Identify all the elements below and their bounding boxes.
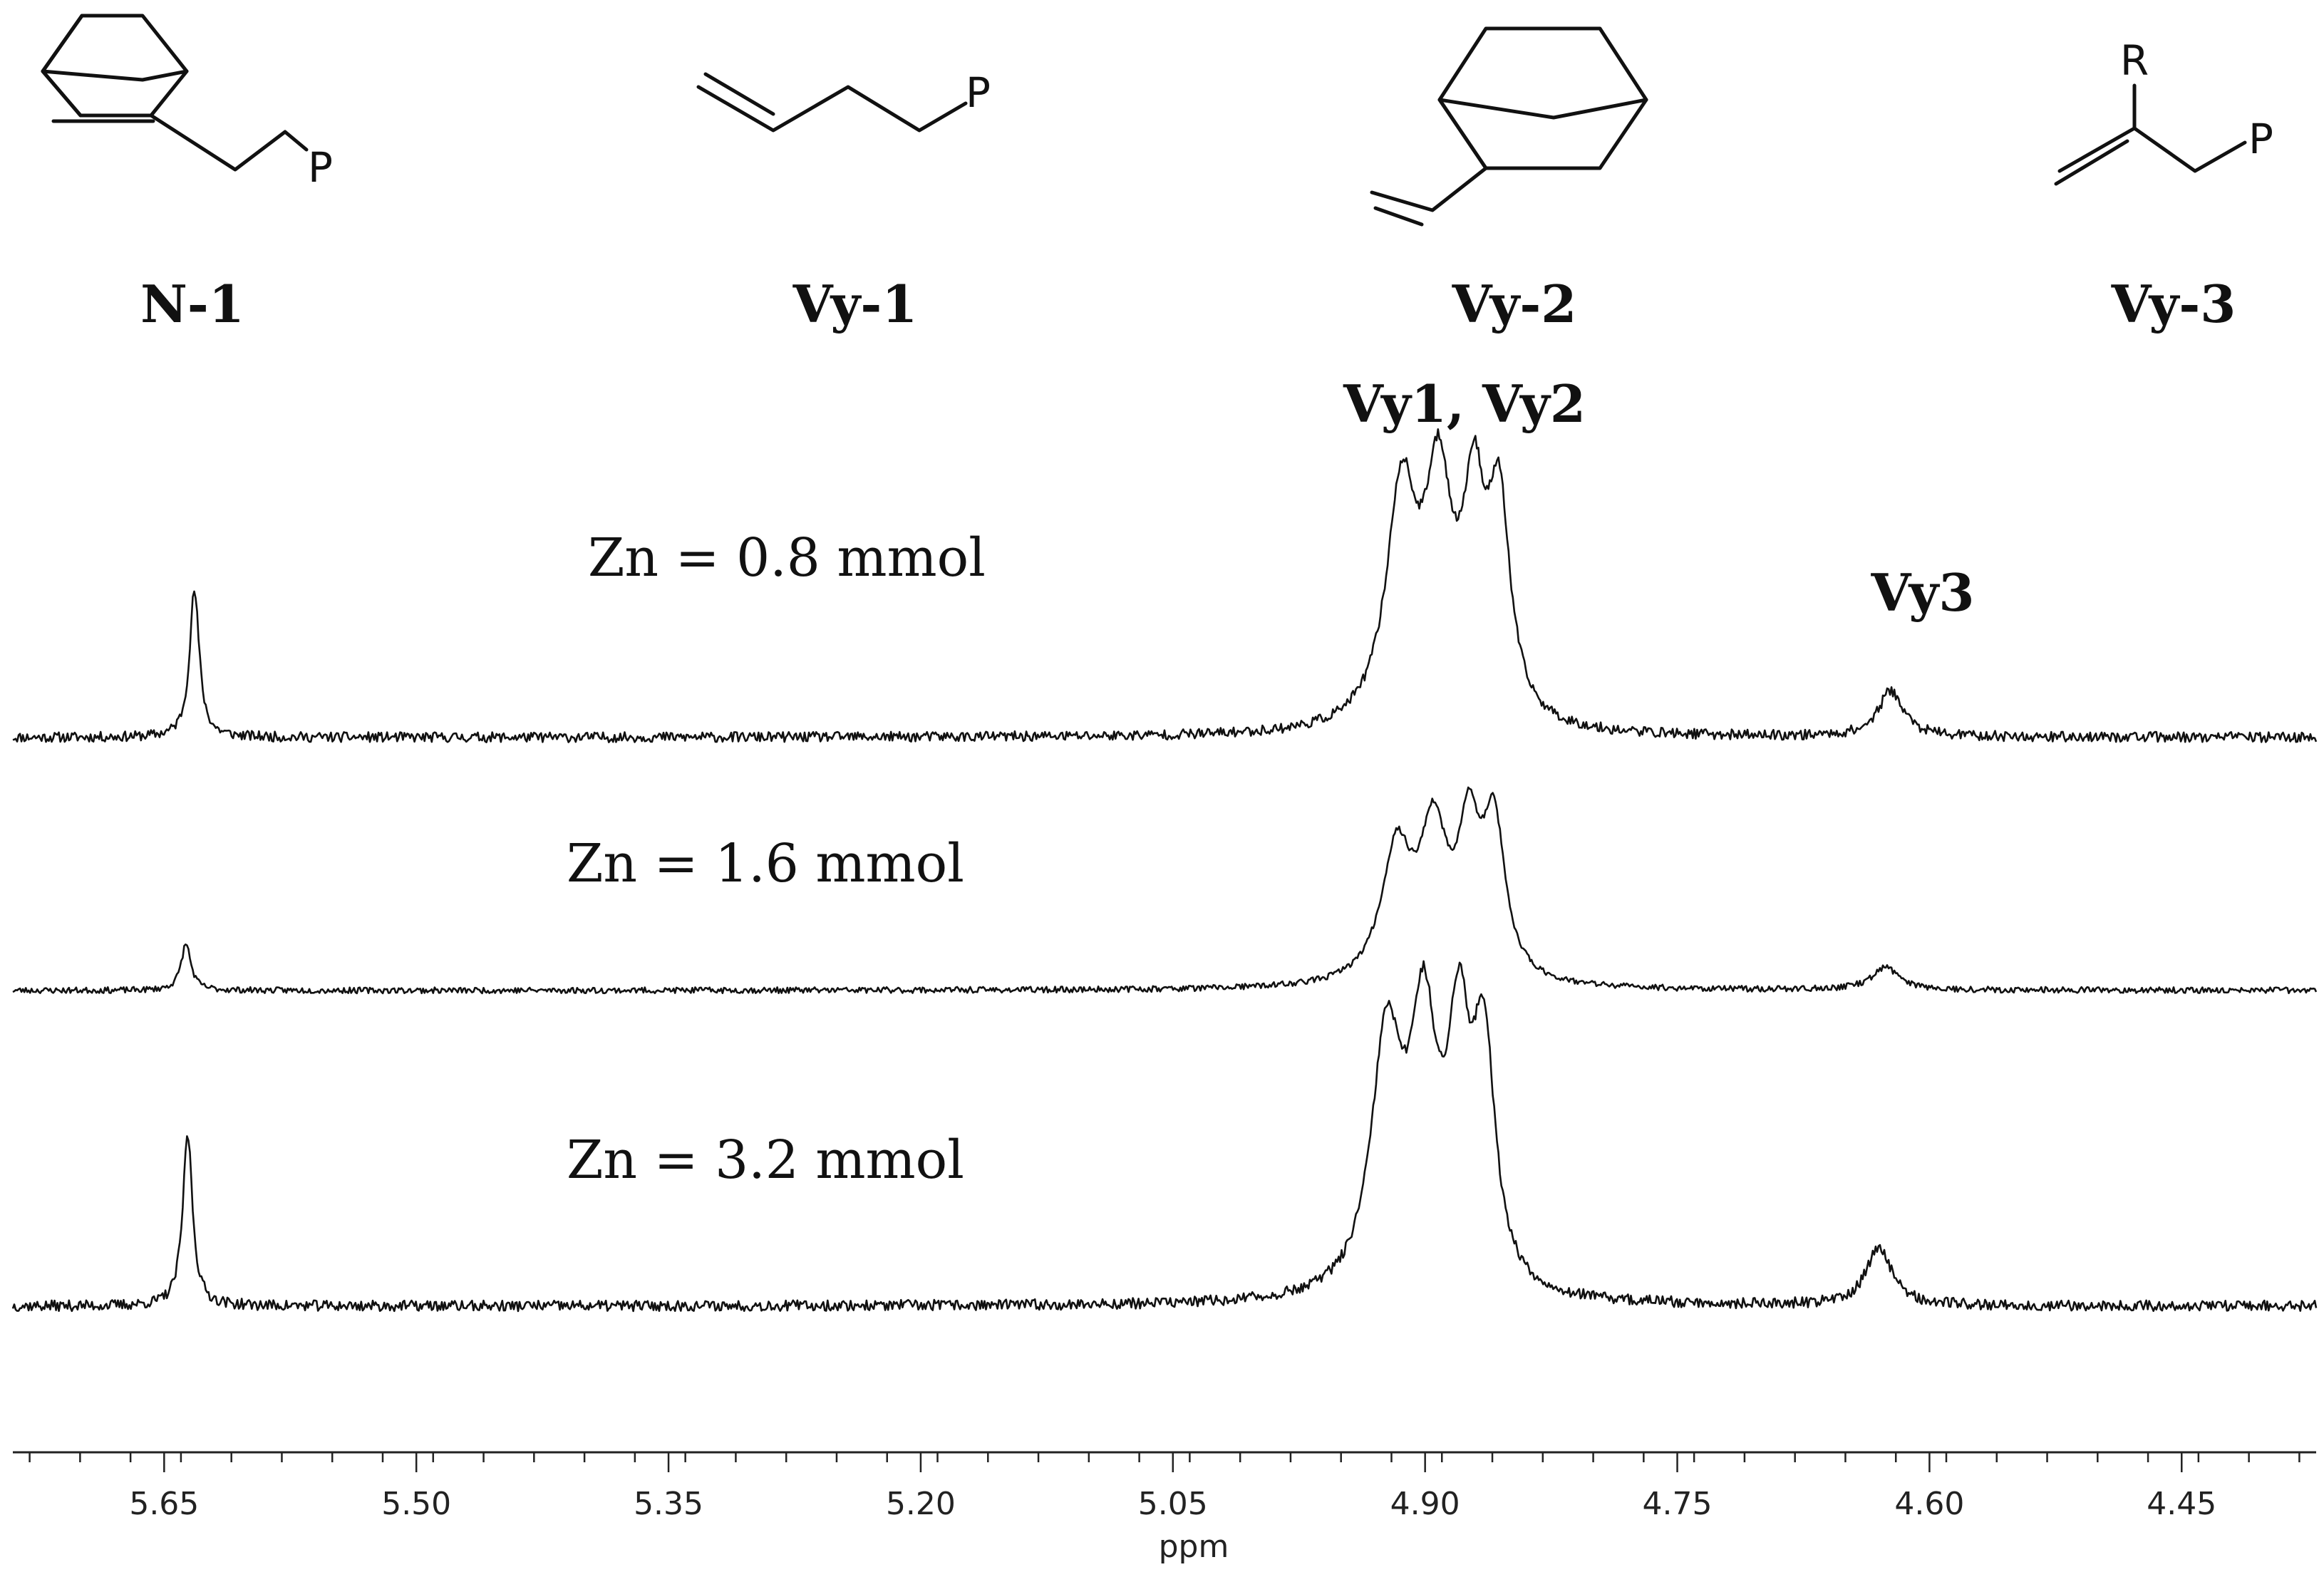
- structure-label: N-1: [140, 274, 244, 334]
- vinylidene-p-structure-icon: [2054, 83, 2247, 186]
- spectrum-trace-zn-3-2: [11, 960, 2318, 1313]
- x-axis-minor-ticks: [29, 1452, 2300, 1462]
- structure-label: Vy-1: [792, 274, 918, 334]
- x-axis-tick-labels: 5.65 5.50 5.35 5.20 5.05 4.90 4.75 4.60 4.45: [129, 1486, 2216, 1522]
- structure-n-1: P N-1: [41, 14, 333, 334]
- structure-label: Vy-3: [2111, 274, 2236, 334]
- structure-vy-3: R P Vy-3: [2054, 36, 2273, 334]
- peak-label-vy1-vy2: Vy1, Vy2: [1343, 373, 1586, 434]
- x-axis-major-ticks: [163, 1452, 2183, 1472]
- x-axis-label: ppm: [1159, 1529, 1229, 1565]
- vinyl-norbornane-structure-icon: [1370, 26, 1648, 227]
- trace-label-zn-0-8: Zn = 0.8 mmol: [588, 527, 986, 589]
- structure-label: Vy-2: [1452, 274, 1577, 334]
- x-tick-label: 4.90: [1390, 1486, 1460, 1522]
- x-tick-label: 5.50: [381, 1486, 451, 1522]
- x-tick-label: 5.20: [886, 1486, 956, 1522]
- x-tick-label: 5.35: [634, 1486, 703, 1522]
- trace-label-zn-3-2: Zn = 3.2 mmol: [567, 1129, 964, 1191]
- x-tick-label: 4.45: [2147, 1486, 2216, 1522]
- spectrum-trace-zn-0-8: [12, 428, 2318, 743]
- atom-p: P: [966, 68, 991, 117]
- norbornene-ethyl-p-structure-icon: [41, 14, 309, 172]
- x-tick-label: 5.05: [1138, 1486, 1208, 1522]
- structure-vy-1: P Vy-1: [696, 68, 991, 334]
- atom-r: R: [2120, 36, 2149, 85]
- x-tick-label: 4.75: [1643, 1486, 1713, 1522]
- x-axis: 5.65 5.50 5.35 5.20 5.05 4.90 4.75 4.60 4.45 ppm: [13, 1451, 2316, 1565]
- peak-label-vy3: Vy3: [1871, 562, 1975, 623]
- spectrum-trace-zn-1-6: [12, 786, 2318, 995]
- atom-p: P: [308, 143, 333, 192]
- butenyl-p-structure-icon: [696, 72, 968, 133]
- x-tick-label: 4.60: [1894, 1486, 1964, 1522]
- atom-p: P: [2248, 115, 2273, 163]
- trace-label-zn-1-6: Zn = 1.6 mmol: [567, 833, 964, 894]
- structure-vy-2: Vy-2: [1370, 26, 1648, 334]
- x-tick-label: 5.65: [129, 1486, 199, 1522]
